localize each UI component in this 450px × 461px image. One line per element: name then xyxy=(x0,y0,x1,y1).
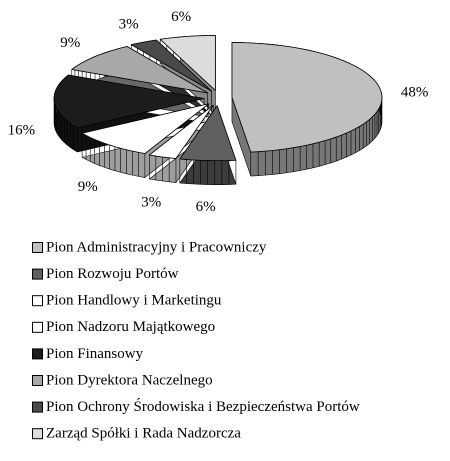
data-label: 6% xyxy=(171,9,191,25)
data-label: 16% xyxy=(8,123,36,139)
pie-slice xyxy=(81,103,210,178)
legend-swatch xyxy=(32,401,43,413)
slice-top xyxy=(159,35,216,91)
slice-top xyxy=(71,46,208,94)
legend-label: Pion Nadzoru Majątkowego xyxy=(46,319,215,335)
data-label: 9% xyxy=(78,179,98,195)
legend-swatch xyxy=(32,242,43,253)
slice-top xyxy=(179,105,237,162)
legend-swatch xyxy=(32,375,43,386)
legend-label: Pion Rozwoju Portów xyxy=(46,266,179,282)
legend-swatch xyxy=(32,348,43,360)
legend-label: Pion Ochrony Środowiska i Bezpieczeństwa… xyxy=(46,398,360,415)
data-label: 3% xyxy=(141,195,161,211)
legend-swatch xyxy=(32,321,43,333)
slice-top xyxy=(81,103,210,154)
legend-label: Zarząd Spółki i Rada Nadzorcza xyxy=(46,426,241,442)
pie-slice xyxy=(179,105,237,185)
slice-top xyxy=(148,104,214,159)
legend-label: Pion Dyrektora Naczelnego xyxy=(46,372,213,388)
legend-label: Pion Administracyjny i Pracowniczy xyxy=(46,239,267,255)
legend-swatch xyxy=(32,268,43,280)
data-label: 3% xyxy=(119,16,139,32)
pie-slice xyxy=(231,42,383,177)
legend-label: Pion Finansowy xyxy=(46,346,144,362)
data-label: 9% xyxy=(60,35,80,51)
data-label: 6% xyxy=(196,199,216,215)
legend-swatch xyxy=(32,428,43,440)
slice-top xyxy=(130,39,213,92)
pie-slice xyxy=(148,104,214,183)
slice-top xyxy=(53,74,205,129)
data-label: 48% xyxy=(401,84,429,100)
legend-label: Pion Handlowy i Marketingu xyxy=(46,293,222,309)
legend-swatch xyxy=(32,295,43,307)
slice-top xyxy=(231,42,383,153)
